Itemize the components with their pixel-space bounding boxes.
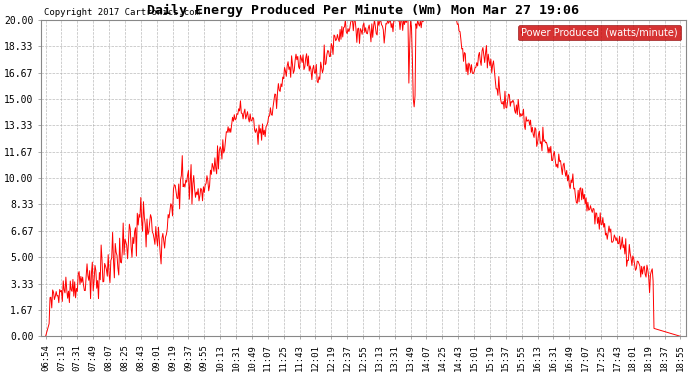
Title: Daily Energy Produced Per Minute (Wm) Mon Mar 27 19:06: Daily Energy Produced Per Minute (Wm) Mo… bbox=[148, 4, 580, 17]
Legend: Power Produced  (watts/minute): Power Produced (watts/minute) bbox=[518, 25, 681, 40]
Text: Copyright 2017 Cartronics.com: Copyright 2017 Cartronics.com bbox=[44, 8, 200, 16]
